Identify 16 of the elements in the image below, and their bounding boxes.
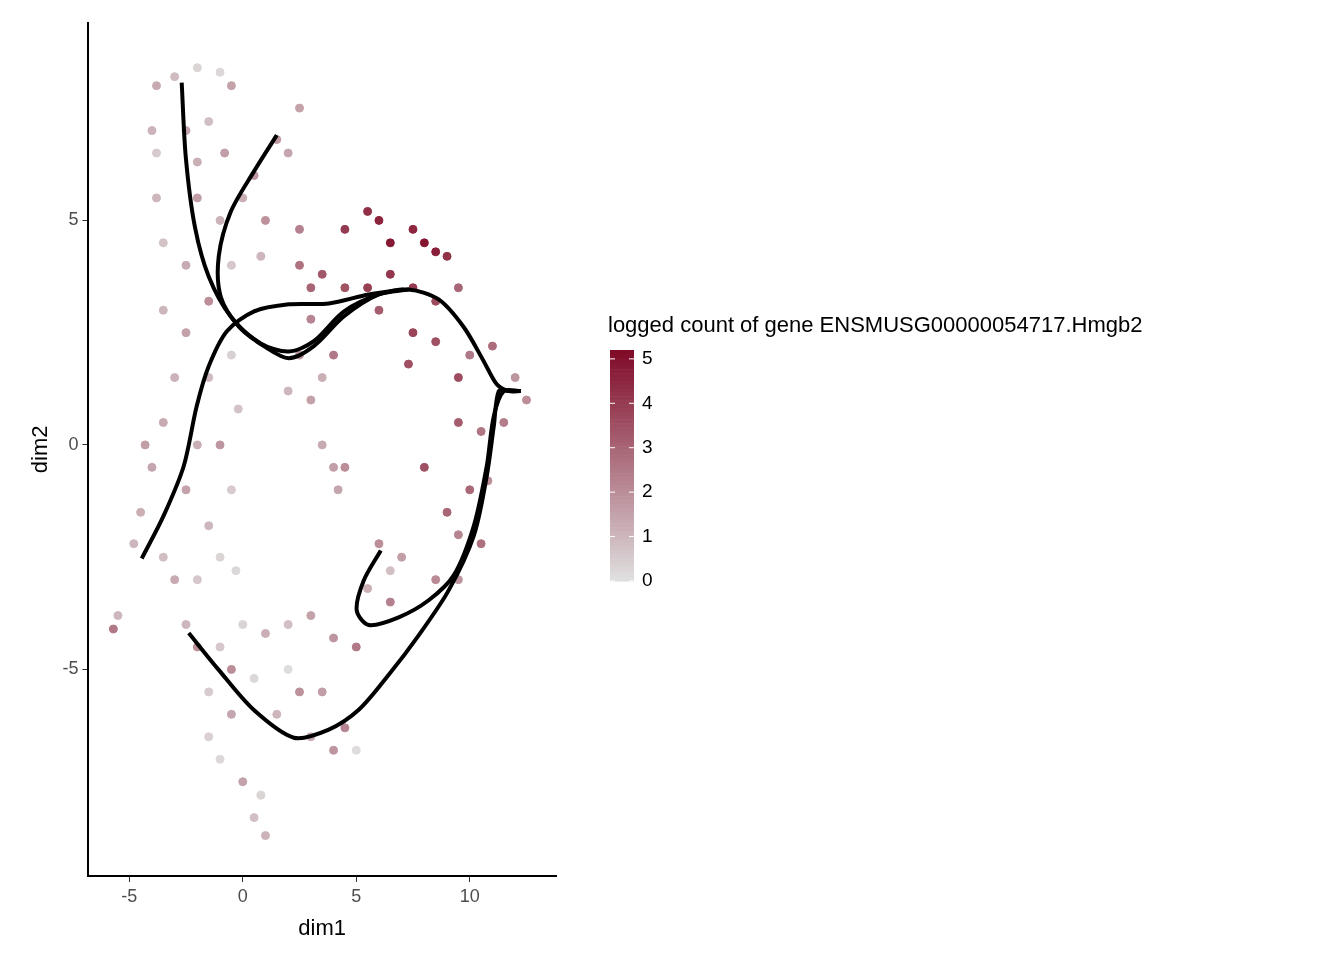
color-bar-label: 3: [642, 435, 653, 457]
x-tick-label: 5: [351, 885, 362, 906]
color-bar-label: 2: [642, 480, 653, 502]
x-tick-label: -5: [121, 885, 138, 906]
color-bar-label: 1: [642, 524, 653, 546]
color-bar-label: 0: [642, 569, 653, 591]
x-axis-title: dim1: [298, 914, 347, 940]
y-tick-label: 0: [68, 433, 79, 454]
y-tick-label: -5: [62, 658, 79, 679]
x-tick-label: 0: [237, 885, 248, 906]
x-tick-label: 10: [459, 885, 480, 906]
color-bar-label: 5: [642, 347, 653, 369]
color-bar-title: logged count of gene ENSMUSG00000054717.Hmgb2: [608, 312, 1143, 337]
y-axis-title: dim2: [27, 425, 53, 474]
color-bar-label: 4: [642, 391, 653, 413]
y-tick-label: 5: [68, 209, 79, 230]
